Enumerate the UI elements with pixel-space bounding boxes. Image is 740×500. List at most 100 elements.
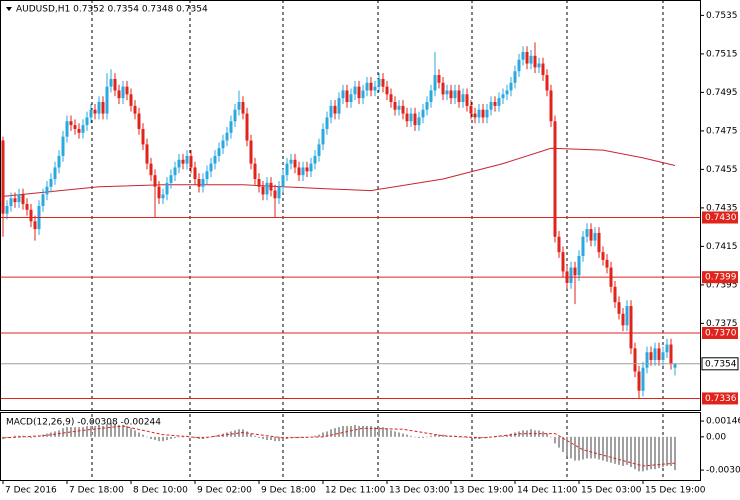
- candle-body: [593, 232, 597, 241]
- macd-bar: [146, 436, 148, 438]
- macd-bar: [82, 427, 84, 437]
- macd-bar: [262, 436, 264, 439]
- candle-body: [273, 190, 277, 199]
- macd-bar: [94, 426, 96, 437]
- candle-body: [93, 109, 97, 114]
- candle-body: [589, 229, 593, 241]
- candle-body: [45, 186, 49, 195]
- candle-body: [345, 90, 349, 103]
- candle-body: [417, 117, 421, 126]
- candle-body: [233, 109, 237, 122]
- macd-bar: [90, 426, 92, 437]
- candle-body: [529, 55, 533, 64]
- macd-bar: [334, 428, 336, 437]
- macd-bar: [182, 436, 184, 438]
- macd-bar: [78, 427, 80, 437]
- candle-body: [321, 128, 325, 145]
- candle-body: [533, 55, 537, 68]
- candle-body: [9, 198, 13, 206]
- candle-body: [237, 102, 241, 110]
- candle-body: [625, 306, 629, 326]
- macd-bar: [566, 436, 568, 457]
- macd-bar: [426, 436, 428, 438]
- y-tick-label: 0.7535: [706, 11, 738, 21]
- candle-body: [641, 367, 645, 391]
- macd-bar: [234, 430, 236, 437]
- macd-bar: [126, 426, 128, 437]
- macd-bar: [102, 426, 104, 437]
- candle-body: [221, 140, 225, 149]
- candle-body: [633, 348, 637, 372]
- macd-bar: [610, 436, 612, 463]
- macd-bar: [6, 436, 8, 438]
- x-tick-label: 15 Dec 03:00: [581, 486, 642, 496]
- candle-body: [449, 90, 453, 99]
- macd-bar: [238, 429, 240, 437]
- macd-bar: [362, 426, 364, 437]
- candle-body: [421, 109, 425, 118]
- macd-bar: [2, 436, 4, 439]
- macd-bar: [522, 430, 524, 437]
- candle-body: [557, 236, 561, 253]
- candle-body: [333, 105, 337, 114]
- moving-average: [2, 147, 676, 197]
- candle-body: [409, 113, 413, 122]
- candle-body: [209, 163, 213, 172]
- level-label: 0.7336: [705, 394, 737, 404]
- candle-body: [97, 102, 101, 114]
- candle-body: [245, 113, 249, 141]
- macd-bar: [254, 435, 256, 437]
- candle-body: [301, 167, 305, 176]
- candle-body: [249, 140, 253, 164]
- candle-body: [353, 86, 357, 95]
- candle-body: [429, 90, 433, 103]
- menu-arrow: [6, 7, 12, 11]
- chart-title: AUDUSD,H1 0.7352 0.7354 0.7348 0.7354: [16, 5, 208, 15]
- candle-body: [497, 98, 501, 106]
- candle-body: [69, 121, 73, 126]
- macd-bar: [590, 436, 592, 459]
- candle-body: [229, 121, 233, 133]
- macd-bar: [170, 436, 172, 439]
- macd-bar: [46, 433, 48, 437]
- candle-body: [329, 105, 333, 118]
- candle-body: [257, 179, 261, 187]
- candle-body: [117, 90, 121, 99]
- current-price-box: [701, 357, 739, 371]
- candle-body: [265, 182, 269, 195]
- candle-body: [161, 194, 165, 199]
- macd-bar: [658, 436, 660, 469]
- macd-bar: [398, 432, 400, 437]
- macd-bar: [106, 423, 108, 437]
- macd-bar: [22, 435, 24, 437]
- macd-bar: [326, 431, 328, 437]
- macd-bar: [670, 436, 672, 466]
- macd-bar: [386, 428, 388, 437]
- macd-bar: [382, 427, 384, 437]
- y-tick-label: 0.7435: [706, 203, 738, 213]
- macd-bar: [406, 434, 408, 437]
- candle-body: [561, 252, 565, 272]
- candle-body: [121, 86, 125, 99]
- candle-body: [489, 102, 493, 110]
- candle-body: [369, 82, 373, 91]
- candle-body: [125, 86, 129, 95]
- x-tick-label: 7 Dec 2016: [5, 486, 57, 496]
- macd-bar: [598, 436, 600, 460]
- candle-body: [477, 109, 481, 118]
- level-box: [702, 271, 738, 284]
- candle-body: [85, 117, 89, 126]
- candle-body: [541, 63, 545, 76]
- candle-body: [1, 140, 5, 214]
- macd-bar: [438, 434, 440, 437]
- macd-bar: [298, 436, 300, 438]
- candle-body: [397, 105, 401, 110]
- macd-bar: [394, 431, 396, 437]
- candle-body: [157, 186, 161, 199]
- candle-body: [601, 252, 605, 260]
- x-tick-label: 13 Dec 03:00: [389, 486, 450, 496]
- candle-body: [165, 182, 169, 195]
- y-tick-label: 0.00146: [706, 417, 740, 427]
- macd-bar: [74, 427, 76, 437]
